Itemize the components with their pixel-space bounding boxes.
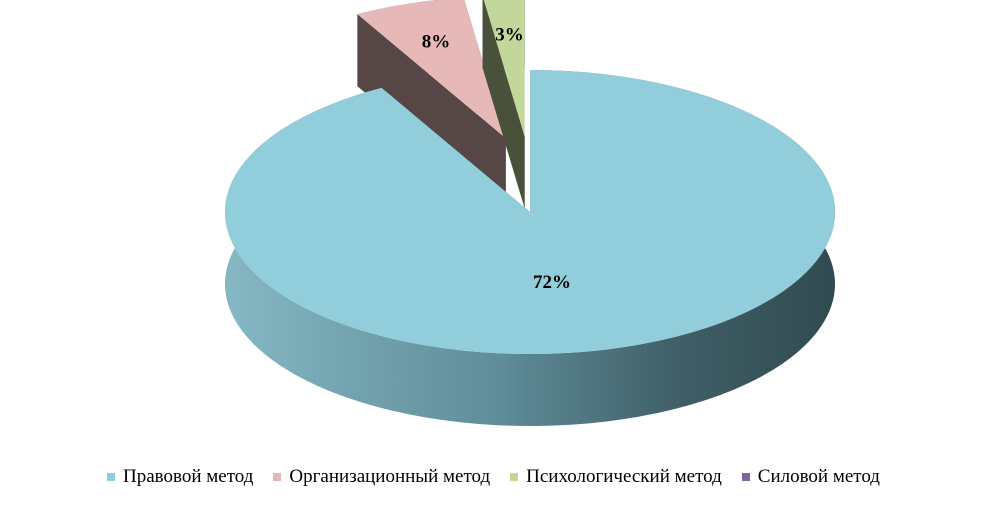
legend-label-silovoy: Силовой метод <box>757 466 880 487</box>
legend-item-pravovoy: Правовой метод <box>107 466 253 488</box>
legend-label-organizatsionny: Организационный метод <box>289 466 491 487</box>
legend-swatch-silovoy <box>741 473 750 481</box>
slice-top-psikhologichesky <box>483 0 525 137</box>
legend-swatch-pravovoy <box>107 473 116 481</box>
legend-label-psikhologichesky: Психологический метод <box>526 466 722 487</box>
legend-swatch-organizatsionny <box>273 473 282 481</box>
slice-side-psikhologichesky <box>482 0 525 209</box>
pie-slice-pravovoy <box>224 70 836 426</box>
legend-item-psikhologichesky: Психологический метод <box>510 466 722 488</box>
pie-slice-psikhologichesky <box>482 0 525 209</box>
legend-item-silovoy: Силовой метод <box>741 466 880 488</box>
slice-top-organizatsionny <box>357 0 506 139</box>
legend-swatch-psikhologichesky <box>510 473 519 481</box>
data-label-organizatsionny: 8% <box>422 31 451 52</box>
data-label-pravovoy: 72% <box>533 272 571 293</box>
legend-item-organizatsionny: Организационный метод <box>273 466 490 488</box>
legend: Правовой метод Организационный метод Пси… <box>0 466 987 488</box>
slice-top-pravovoy <box>224 70 835 354</box>
data-label-psikhologichesky: 3% <box>495 25 524 46</box>
legend-label-pravovoy: Правовой метод <box>123 466 254 487</box>
